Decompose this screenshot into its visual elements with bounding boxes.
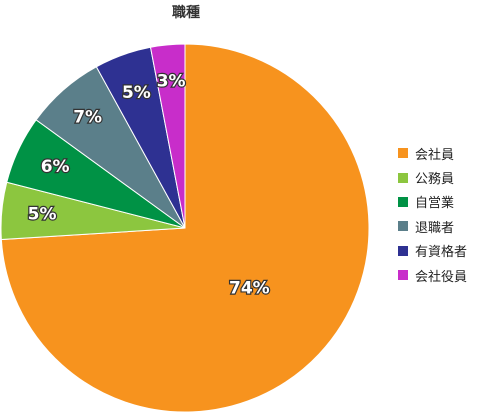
slice-value-label: 6%	[41, 157, 70, 177]
legend-item: 自営業	[398, 190, 467, 214]
legend-label: 自営業	[415, 196, 455, 212]
legend-label: 会社役員	[415, 269, 468, 285]
slice-value-label: 5%	[122, 83, 151, 103]
legend-swatch	[398, 270, 408, 281]
legend-item: 有資格者	[398, 239, 467, 263]
legend-swatch	[398, 221, 408, 232]
slice-value-label: 74%	[229, 278, 270, 298]
legend: 会社員公務員自営業退職者有資格者会社役員	[398, 141, 467, 287]
legend-swatch	[398, 196, 408, 207]
legend-item: 会社役員	[398, 263, 467, 287]
legend-swatch	[398, 148, 408, 159]
chart-title: 職種	[172, 5, 200, 21]
slice-value-label: 5%	[28, 204, 57, 224]
legend-label: 退職者	[415, 220, 455, 236]
legend-item: 会社員	[398, 141, 467, 165]
legend-label: 公務員	[415, 172, 455, 188]
legend-item: 公務員	[398, 165, 467, 189]
pie-slice-6	[149, 43, 186, 229]
legend-swatch	[398, 245, 408, 256]
legend-label: 会社員	[415, 147, 455, 163]
legend-swatch	[398, 172, 408, 183]
slice-value-label: 7%	[73, 108, 102, 128]
slice-value-label: 3%	[157, 71, 186, 91]
legend-label: 有資格者	[415, 245, 468, 261]
legend-item: 退職者	[398, 214, 467, 238]
